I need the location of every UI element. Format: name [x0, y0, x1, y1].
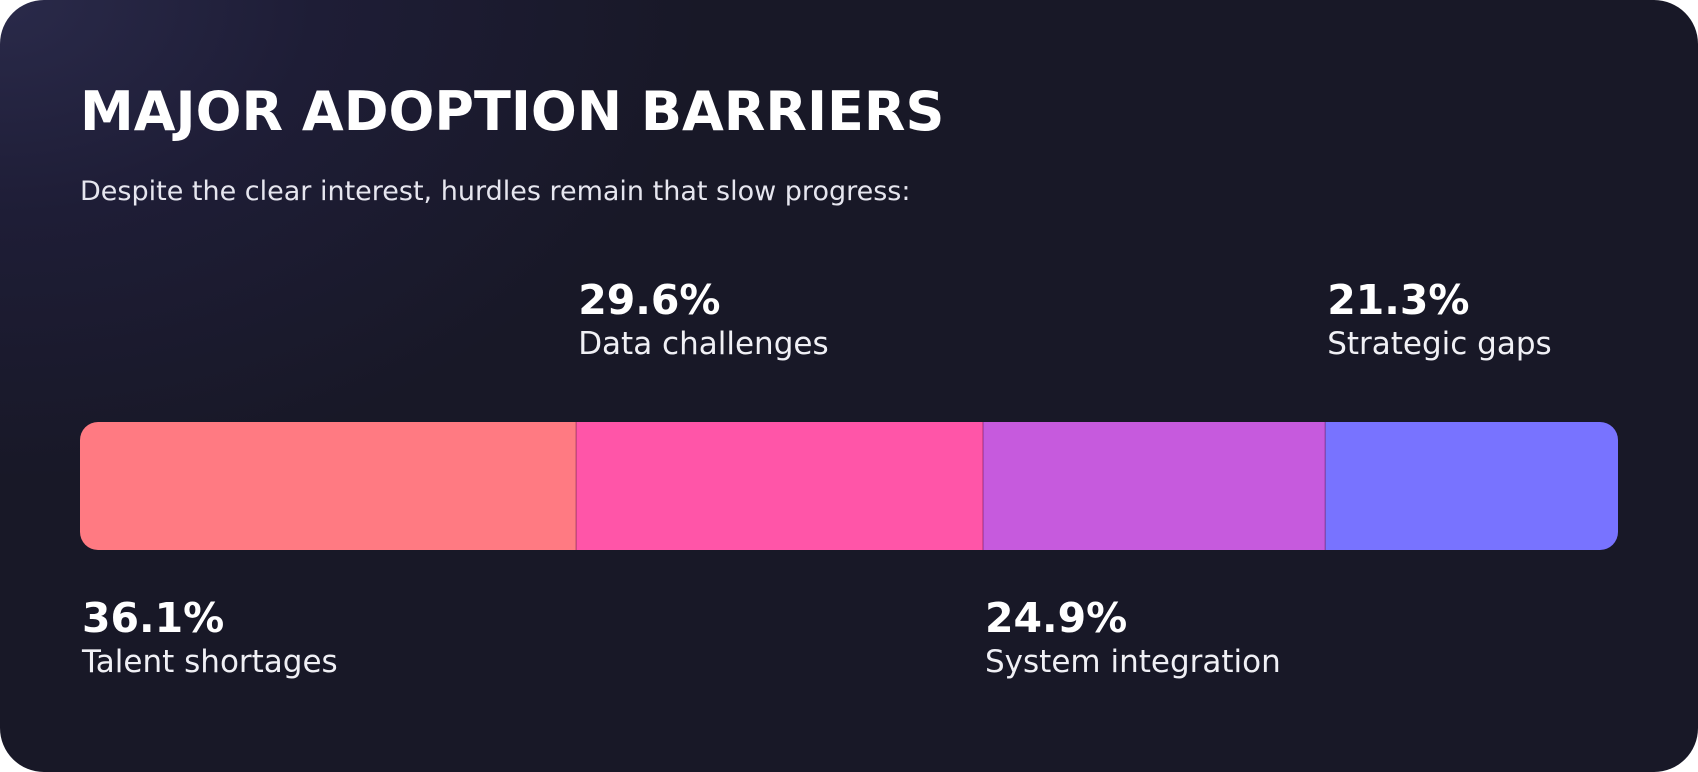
segment-category-label: System integration — [985, 644, 1281, 680]
segment-label-data-challenges: 29.6% Data challenges — [578, 276, 828, 364]
bar-segment-system-integration — [983, 422, 1326, 550]
chart-subtitle: Despite the clear interest, hurdles rema… — [80, 176, 911, 207]
bar-segments — [80, 422, 1618, 550]
segment-label-system-integration: 24.9% System integration — [985, 594, 1281, 682]
bar-segment-talent-shortages — [80, 422, 577, 550]
bar-segment-strategic-gaps — [1325, 422, 1618, 550]
chart-title: MAJOR ADOPTION BARRIERS — [80, 80, 945, 143]
segment-label-strategic-gaps: 21.3% Strategic gaps — [1327, 276, 1552, 364]
segment-category-label: Strategic gaps — [1327, 326, 1552, 362]
segment-value-label: 21.3% — [1327, 276, 1470, 324]
segment-value-label: 36.1% — [82, 594, 225, 642]
segment-category-label: Data challenges — [578, 326, 829, 362]
segment-value-label: 24.9% — [985, 594, 1128, 642]
segment-category-label: Talent shortages — [82, 644, 338, 680]
bar-segment-data-challenges — [576, 422, 984, 550]
segment-value-label: 29.6% — [578, 276, 721, 324]
segment-label-talent-shortages: 36.1% Talent shortages — [82, 594, 338, 682]
